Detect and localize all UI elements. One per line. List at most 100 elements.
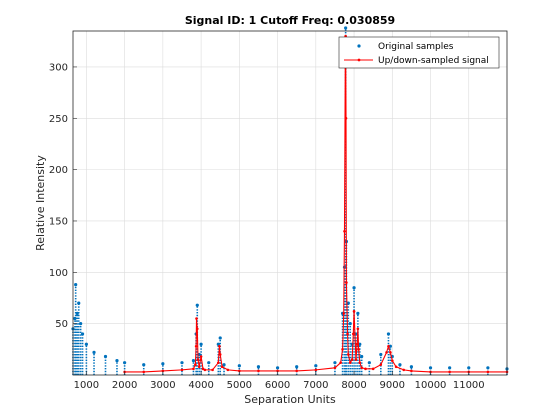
x-tick-label: 11000 — [453, 380, 485, 391]
legend-label-original: Original samples — [378, 42, 454, 52]
resampled-signal-point — [371, 367, 375, 371]
original-sample-point — [360, 354, 364, 359]
resampled-signal-point — [343, 229, 346, 233]
original-sample-point — [79, 322, 83, 326]
original-sample-point — [84, 342, 88, 346]
resampled-signal-point — [356, 327, 360, 331]
resampled-signal-point — [342, 312, 346, 315]
resampled-signal-point — [195, 317, 198, 320]
original-sample-point — [467, 366, 471, 370]
x-tick-label: 8000 — [341, 380, 366, 391]
original-sample-point — [195, 303, 199, 307]
resampled-signal-point — [196, 358, 200, 361]
y-tick-label: 100 — [49, 268, 68, 279]
x-tick-label: 3000 — [150, 380, 175, 391]
original-sample-point — [314, 364, 318, 368]
original-sample-point — [428, 366, 433, 370]
resampled-signal-point — [276, 369, 279, 373]
original-sample-point — [103, 354, 108, 359]
original-sample-point — [142, 363, 146, 367]
resampled-signal-point — [238, 369, 241, 373]
x-ticks: 1000 2000 3000 4000 5000 6000 7000 8000 9000 1000… — [74, 371, 485, 391]
resampled-signal-point — [350, 358, 354, 361]
resampled-signal-point — [390, 359, 394, 362]
original-sample-point — [348, 322, 352, 326]
original-sample-point — [161, 362, 165, 366]
resampled-signal-point — [142, 370, 146, 374]
y-tick-label: 300 — [49, 62, 68, 73]
resampled-signal-point — [360, 366, 363, 370]
y-tick-label: 50 — [55, 319, 68, 330]
resampled-signal-point — [194, 363, 197, 367]
legend-box — [338, 36, 500, 69]
original-sample-point — [77, 301, 81, 305]
original-sample-point — [448, 366, 452, 370]
original-sample-point — [218, 336, 222, 340]
x-tick-label: 6000 — [265, 380, 290, 391]
resampled-signal-point — [364, 367, 367, 371]
x-tick-label: 7000 — [303, 380, 328, 391]
original-sample-point — [80, 332, 85, 336]
original-sample-point — [74, 283, 78, 287]
resampled-signal-point — [346, 332, 349, 336]
y-ticks: 50 100 150 200 250 300 — [49, 62, 77, 330]
resampled-signal-point — [192, 367, 195, 371]
original-sample-point — [486, 366, 490, 370]
resampled-signal-point — [217, 361, 220, 364]
resampled-signal-point — [486, 370, 490, 374]
original-sample-point — [344, 26, 348, 30]
original-sample-point — [256, 365, 261, 369]
y-tick-label: 150 — [49, 216, 68, 227]
resampled-signal-point — [351, 332, 355, 336]
resampled-signal-point — [314, 368, 318, 372]
resampled-signal-point — [194, 344, 198, 348]
resampled-signal-point — [180, 368, 184, 372]
original-sample-point — [115, 359, 119, 363]
x-tick-label: 1000 — [74, 380, 99, 391]
original-sample-point — [352, 286, 356, 290]
resampled-signal-point — [195, 327, 199, 331]
x-tick-label: 4000 — [188, 380, 213, 391]
resampled-signal-point — [226, 368, 230, 372]
plot-area — [73, 31, 507, 375]
resampled-signal-point — [218, 344, 221, 348]
resampled-signal-point — [199, 355, 203, 358]
resampled-signal-point — [220, 365, 224, 369]
resampled-signal-point — [394, 365, 398, 369]
original-sample-point — [386, 332, 391, 336]
resampled-signal-point — [402, 368, 406, 372]
original-sample-point — [199, 342, 203, 346]
original-sample-point — [356, 311, 360, 315]
original-sample-point — [275, 366, 280, 370]
resampled-signal-point — [344, 116, 348, 120]
resampled-signal-point — [355, 342, 359, 346]
legend-marker-resampled — [357, 58, 361, 62]
resampled-signal-point — [295, 369, 298, 373]
resampled-signal-point — [357, 348, 360, 351]
resampled-signal-point — [385, 351, 388, 354]
legend: Original samples Up/down-sampled signal — [338, 36, 500, 69]
resampled-signal-point — [389, 351, 392, 354]
x-tick-label: 2000 — [112, 380, 137, 391]
original-sample-point — [237, 364, 241, 368]
resampled-signal-point — [354, 358, 358, 361]
x-axis-label: Separation Units — [244, 393, 336, 406]
original-sample-point — [180, 361, 184, 365]
resampled-signal-point — [339, 361, 342, 364]
resampled-signal-point — [348, 361, 352, 364]
original-sample-point — [388, 344, 392, 348]
resampled-signal-point — [352, 310, 356, 313]
original-sample-point — [207, 361, 211, 365]
resampled-signal-point — [347, 353, 350, 356]
resampled-signal-point — [211, 368, 214, 372]
resampled-signal-point — [358, 361, 362, 364]
axes-box — [72, 30, 508, 376]
resampled-signal-point — [387, 344, 390, 348]
legend-label-resampled: Up/down-sampled signal — [378, 56, 489, 66]
original-sample-point — [222, 363, 226, 367]
original-sample-point — [333, 361, 337, 365]
original-sample-point — [346, 301, 350, 305]
y-tick-label: 200 — [49, 165, 68, 176]
